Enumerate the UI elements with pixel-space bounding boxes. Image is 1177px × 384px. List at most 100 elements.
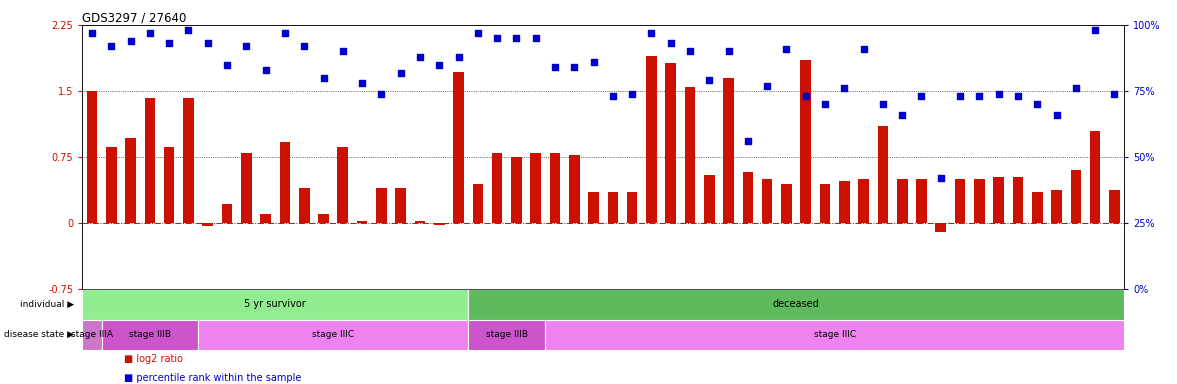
Point — [546, 64, 565, 70]
Bar — [936, 223, 946, 232]
Point — [970, 93, 989, 99]
Text: stage IIIB: stage IIIB — [486, 330, 527, 339]
Bar — [511, 157, 521, 223]
Text: 5 yr survivor: 5 yr survivor — [245, 300, 306, 310]
Bar — [878, 126, 889, 223]
Bar — [704, 175, 714, 223]
Bar — [724, 78, 734, 223]
Point — [1105, 91, 1124, 97]
Bar — [531, 153, 541, 223]
Bar — [395, 188, 406, 223]
Bar — [468, 319, 545, 350]
Text: stage IIIB: stage IIIB — [129, 330, 171, 339]
Bar — [1090, 131, 1100, 223]
Point — [604, 93, 623, 99]
Text: individual ▶: individual ▶ — [20, 300, 74, 309]
Bar — [106, 147, 117, 223]
Point — [140, 30, 159, 36]
Bar — [685, 87, 696, 223]
Bar — [472, 184, 483, 223]
Bar — [839, 181, 850, 223]
Bar — [993, 177, 1004, 223]
Point — [314, 75, 333, 81]
Bar — [414, 222, 425, 223]
Bar — [819, 184, 830, 223]
Bar — [87, 91, 98, 223]
Point — [565, 64, 584, 70]
Bar — [221, 204, 232, 223]
Point — [641, 30, 660, 36]
Bar — [184, 98, 194, 223]
Point — [873, 101, 892, 108]
Point — [1009, 93, 1028, 99]
Point — [661, 40, 680, 46]
Bar — [468, 289, 1124, 319]
Text: stage IIIC: stage IIIC — [312, 330, 354, 339]
Point — [294, 43, 313, 49]
Bar — [1051, 190, 1062, 223]
Point — [1048, 112, 1066, 118]
Point — [584, 59, 603, 65]
Point — [1028, 101, 1046, 108]
Point — [1085, 27, 1104, 33]
Point — [353, 80, 372, 86]
Bar — [762, 179, 772, 223]
Bar — [241, 153, 252, 223]
Bar — [125, 138, 135, 223]
Text: ■ percentile rank within the sample: ■ percentile rank within the sample — [124, 372, 301, 382]
Bar — [101, 319, 198, 350]
Text: GDS3297 / 27640: GDS3297 / 27640 — [82, 12, 187, 25]
Bar — [588, 192, 599, 223]
Bar — [492, 153, 503, 223]
Point — [816, 101, 834, 108]
Point — [218, 61, 237, 68]
Point — [738, 138, 757, 144]
Bar — [82, 289, 468, 319]
Text: disease state ▶: disease state ▶ — [4, 330, 74, 339]
Point — [680, 48, 699, 55]
Bar — [627, 192, 638, 223]
Point — [333, 48, 352, 55]
Point — [411, 54, 430, 60]
Point — [758, 83, 777, 89]
Point — [931, 175, 950, 181]
Point — [179, 27, 198, 33]
Point — [719, 48, 738, 55]
Point — [623, 91, 641, 97]
Bar — [607, 192, 618, 223]
Text: deceased: deceased — [773, 300, 819, 310]
Point — [199, 40, 218, 46]
Point — [102, 43, 121, 49]
Point — [834, 85, 853, 91]
Point — [951, 93, 970, 99]
Point — [797, 93, 816, 99]
Text: stage IIIC: stage IIIC — [813, 330, 856, 339]
Bar — [338, 147, 348, 223]
Bar — [357, 220, 367, 223]
Point — [450, 54, 468, 60]
Point — [700, 78, 719, 84]
Bar — [164, 147, 174, 223]
Bar — [1109, 190, 1119, 223]
Point — [912, 93, 931, 99]
Bar — [955, 179, 965, 223]
Point — [275, 30, 294, 36]
Bar — [1032, 192, 1043, 223]
Bar — [82, 319, 101, 350]
Bar — [916, 179, 926, 223]
Point — [160, 40, 179, 46]
Point — [257, 67, 275, 73]
Bar — [646, 56, 657, 223]
Bar — [377, 188, 387, 223]
Point — [777, 46, 796, 52]
Bar — [1071, 170, 1082, 223]
Bar — [568, 156, 579, 223]
Bar — [198, 319, 468, 350]
Point — [1066, 85, 1085, 91]
Text: stage IIIA: stage IIIA — [71, 330, 113, 339]
Bar — [858, 179, 869, 223]
Point — [487, 35, 506, 41]
Bar — [1012, 177, 1023, 223]
Bar — [782, 184, 792, 223]
Point — [391, 70, 410, 76]
